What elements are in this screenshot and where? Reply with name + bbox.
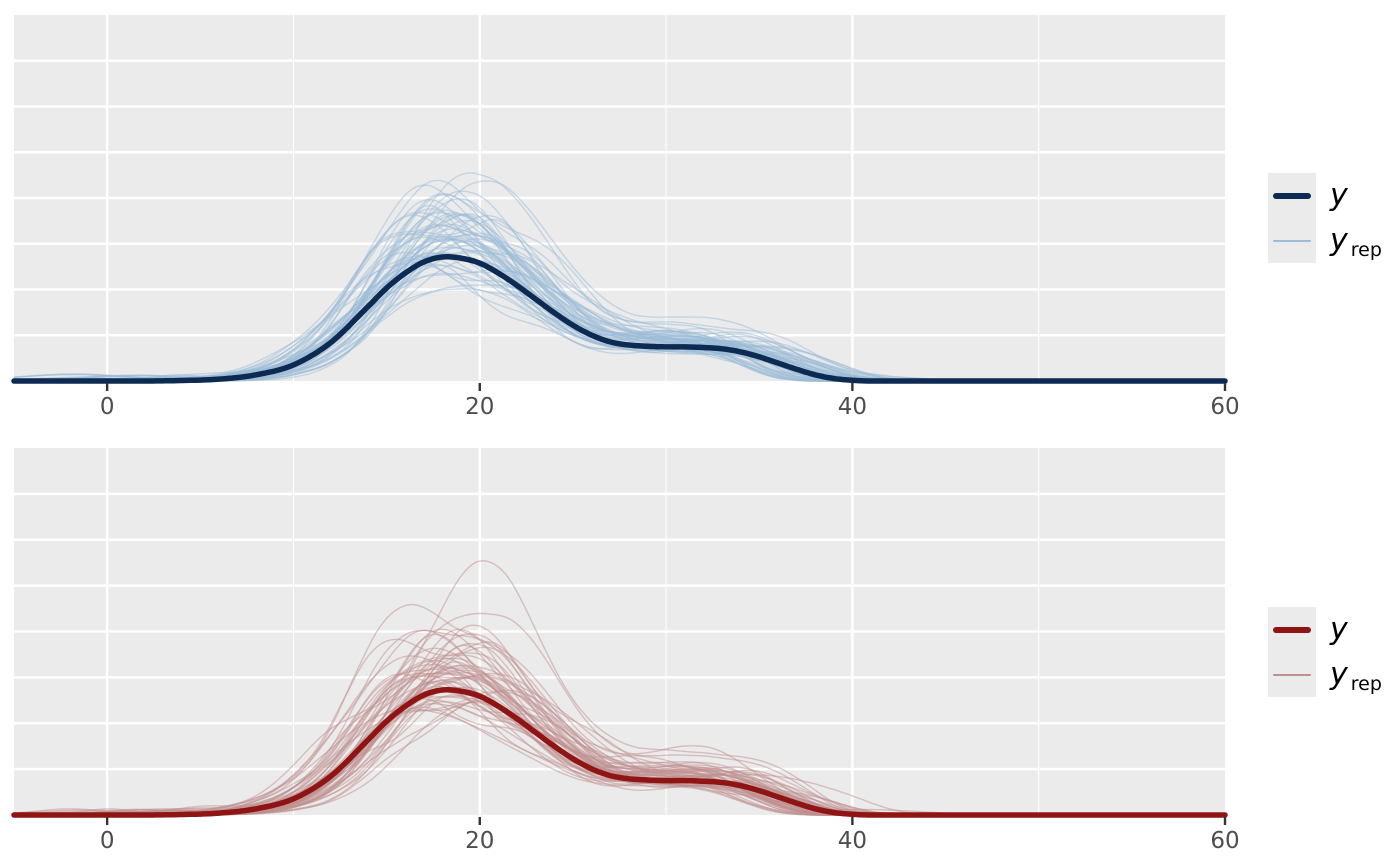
legend-key-y	[1268, 173, 1316, 218]
y-line-swatch	[1273, 626, 1311, 633]
legend-label-yrep-subscript: rep	[1350, 238, 1382, 261]
legend-label-y-text: y	[1330, 177, 1348, 213]
legend-item-y: y	[1268, 173, 1382, 218]
panel-bottom: 0 20 40 60	[11, 448, 1240, 854]
grid-lines	[14, 15, 1225, 381]
x-tick-label: 60	[1210, 828, 1239, 854]
x-tick-label: 0	[100, 394, 115, 420]
legend-key-y	[1268, 607, 1316, 652]
legend-label-y-text: y	[1330, 611, 1348, 647]
legend-top: y y rep	[1268, 173, 1382, 263]
legend-key-yrep	[1268, 652, 1316, 697]
legend-item-yrep: y rep	[1268, 652, 1382, 697]
y-density-line	[11, 687, 1228, 818]
x-tick-label: 20	[465, 394, 494, 420]
x-tick-label: 60	[1210, 394, 1239, 420]
legend-label-y: y	[1330, 611, 1348, 647]
x-axis: 0 20 40 60	[100, 817, 1240, 854]
y-density-line	[11, 254, 1228, 384]
panel-top: 0 20 40 60	[11, 15, 1240, 420]
x-tick-label: 40	[838, 394, 867, 420]
x-tick-label: 0	[100, 828, 115, 854]
x-tick-label: 40	[838, 828, 867, 854]
legend-label-yrep-text: y	[1330, 222, 1348, 258]
yrep-line-swatch	[1273, 673, 1311, 676]
legend-bottom: y y rep	[1268, 607, 1382, 697]
legend-item-y: y	[1268, 607, 1382, 652]
legend-label-yrep-text: y	[1330, 656, 1348, 692]
legend-item-yrep: y rep	[1268, 218, 1382, 263]
legend-label-y: y	[1330, 177, 1348, 213]
legend-label-yrep: y rep	[1330, 222, 1382, 259]
legend-key-yrep	[1268, 218, 1316, 263]
y-line-swatch	[1273, 192, 1311, 199]
x-axis: 0 20 40 60	[100, 383, 1240, 420]
x-tick-label: 20	[465, 828, 494, 854]
yrep-line-swatch	[1273, 239, 1311, 242]
legend-label-yrep: y rep	[1330, 656, 1382, 693]
legend-label-yrep-subscript: rep	[1350, 672, 1382, 695]
